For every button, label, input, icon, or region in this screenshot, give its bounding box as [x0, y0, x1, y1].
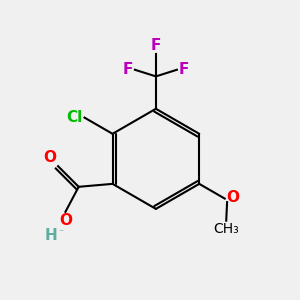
Text: O: O [44, 150, 57, 165]
Text: Cl: Cl [66, 110, 82, 125]
Text: H: H [44, 228, 57, 243]
Text: O: O [226, 190, 239, 206]
Text: F: F [123, 62, 134, 77]
Text: CH₃: CH₃ [213, 221, 239, 236]
Text: O: O [59, 213, 72, 228]
Text: F: F [178, 62, 189, 77]
Text: ⁻: ⁻ [58, 228, 63, 238]
Text: F: F [151, 38, 161, 53]
